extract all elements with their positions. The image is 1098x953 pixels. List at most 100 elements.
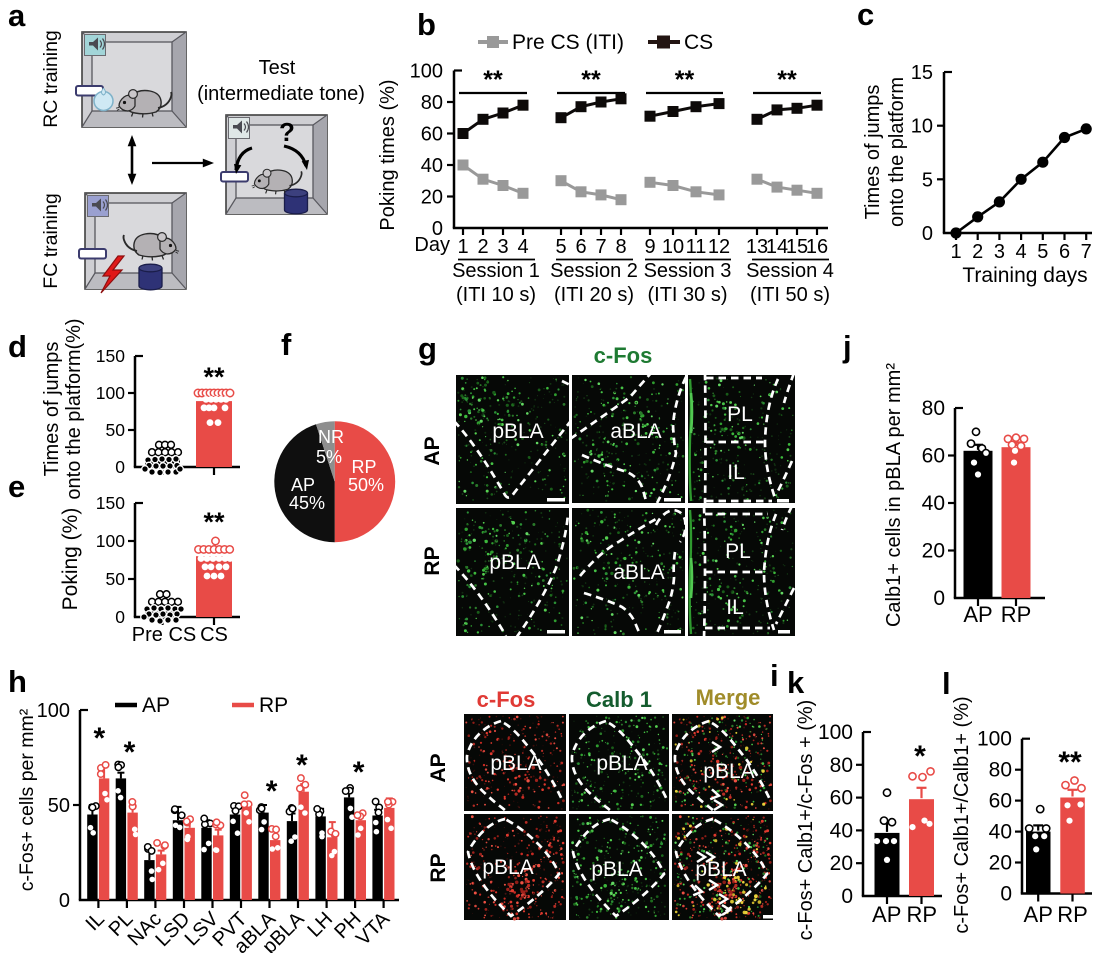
svg-text:4: 4 <box>517 236 528 258</box>
svg-text:Calb1+ cells in pBLA per mm²: Calb1+ cells in pBLA per mm² <box>883 363 905 627</box>
svg-text:12: 12 <box>708 236 730 258</box>
svg-text:100: 100 <box>410 61 443 83</box>
svg-text:c-Fos+ Calb1+/Calb1+ (%): c-Fos+ Calb1+/Calb1+ (%) <box>951 696 973 933</box>
svg-text:pBLA: pBLA <box>489 551 540 574</box>
svg-text:80: 80 <box>421 92 443 114</box>
svg-text:16: 16 <box>806 236 828 258</box>
svg-text:3: 3 <box>497 236 508 258</box>
svg-text:Test: Test <box>259 57 296 79</box>
svg-text:AP: AP <box>1024 902 1053 927</box>
svg-text:150: 150 <box>96 346 125 366</box>
svg-text:g: g <box>418 331 437 366</box>
svg-text:Session 2: Session 2 <box>550 260 638 282</box>
svg-text:80: 80 <box>922 397 945 420</box>
svg-text:60: 60 <box>922 445 945 468</box>
svg-text:80: 80 <box>989 759 1012 782</box>
svg-text:RP: RP <box>351 457 376 477</box>
svg-text:0: 0 <box>1000 883 1012 906</box>
svg-text:60: 60 <box>421 124 443 146</box>
svg-text:100: 100 <box>818 721 853 744</box>
svg-text:Session 1: Session 1 <box>452 260 540 282</box>
svg-text:RP: RP <box>427 853 450 882</box>
svg-text:4: 4 <box>1016 241 1027 263</box>
svg-text:60: 60 <box>830 787 853 810</box>
svg-text:**: ** <box>1058 746 1082 779</box>
svg-text:Merge: Merge <box>696 685 761 710</box>
svg-text:3: 3 <box>994 241 1005 263</box>
svg-text:Day: Day <box>414 234 450 256</box>
svg-text:0: 0 <box>841 885 853 908</box>
svg-text:40: 40 <box>922 492 945 515</box>
svg-text:AP: AP <box>291 475 315 495</box>
svg-text:5: 5 <box>1037 241 1048 263</box>
svg-text:11: 11 <box>686 236 707 258</box>
svg-text:20: 20 <box>989 852 1012 875</box>
svg-text:RC training: RC training <box>40 30 62 128</box>
svg-text:0: 0 <box>922 223 933 245</box>
svg-text:pBLA: pBLA <box>482 856 533 879</box>
svg-text:0: 0 <box>115 607 125 627</box>
svg-text:(ITI 10 s): (ITI 10 s) <box>456 284 536 306</box>
svg-text:50: 50 <box>106 420 126 440</box>
svg-text:?: ? <box>279 117 295 147</box>
svg-text:CS: CS <box>200 624 228 646</box>
svg-text:Calb 1: Calb 1 <box>586 687 652 712</box>
svg-text:40: 40 <box>421 155 443 177</box>
svg-text:9: 9 <box>644 236 655 258</box>
svg-text:**: ** <box>203 362 225 392</box>
svg-text:e: e <box>8 469 25 504</box>
svg-text:1: 1 <box>950 241 961 263</box>
svg-text:i: i <box>770 658 779 693</box>
svg-text:*: * <box>124 736 136 769</box>
svg-text:0: 0 <box>432 218 443 240</box>
svg-text:**: ** <box>777 66 797 94</box>
svg-text:f: f <box>281 327 292 362</box>
svg-text:c: c <box>857 0 874 32</box>
svg-text:0: 0 <box>115 457 125 477</box>
svg-text:10: 10 <box>911 116 933 138</box>
svg-text:15: 15 <box>786 236 808 258</box>
svg-text:pBLA: pBLA <box>492 420 543 443</box>
svg-text:a: a <box>8 0 26 33</box>
svg-text:40: 40 <box>830 819 853 842</box>
svg-text:2: 2 <box>972 241 983 263</box>
svg-text:CS: CS <box>684 31 713 54</box>
svg-text:6: 6 <box>1059 241 1070 263</box>
svg-text:40: 40 <box>989 821 1012 844</box>
svg-text:*: * <box>266 775 278 808</box>
svg-text:RP: RP <box>259 694 288 717</box>
svg-text:IL: IL <box>82 908 109 935</box>
svg-text:pBLA: pBLA <box>591 858 642 881</box>
svg-text:Pre CS: Pre CS <box>132 624 196 646</box>
svg-text:50%: 50% <box>348 475 384 495</box>
svg-text:14: 14 <box>766 236 788 258</box>
svg-text:60: 60 <box>989 790 1012 813</box>
svg-text:**: ** <box>675 66 695 94</box>
svg-text:0: 0 <box>933 587 945 610</box>
svg-text:50: 50 <box>106 569 126 589</box>
svg-text:50: 50 <box>48 795 70 817</box>
svg-text:aBLA: aBLA <box>613 561 664 584</box>
svg-text:**: ** <box>581 66 601 94</box>
svg-text:7: 7 <box>595 236 606 258</box>
svg-text:(intermediate tone): (intermediate tone) <box>197 83 365 105</box>
svg-text:Pre CS (ITI): Pre CS (ITI) <box>512 31 624 54</box>
svg-text:d: d <box>8 329 27 364</box>
svg-text:RP: RP <box>421 546 444 575</box>
svg-text:h: h <box>8 664 27 699</box>
svg-text:20: 20 <box>922 540 945 563</box>
svg-text:pBLA: pBLA <box>596 752 647 775</box>
svg-text:10: 10 <box>662 236 684 258</box>
svg-text:b: b <box>417 7 436 42</box>
svg-text:RP: RP <box>1001 602 1032 627</box>
svg-text:20: 20 <box>421 187 443 209</box>
svg-text:PL: PL <box>727 403 753 426</box>
svg-text:AP: AP <box>872 902 901 927</box>
svg-text:**: ** <box>483 66 503 94</box>
svg-text:FC training: FC training <box>40 193 62 288</box>
svg-text:*: * <box>296 749 308 782</box>
svg-text:j: j <box>842 329 852 364</box>
svg-text:AP: AP <box>142 694 170 717</box>
svg-text:6: 6 <box>575 236 586 258</box>
svg-text:RP: RP <box>1057 902 1088 927</box>
